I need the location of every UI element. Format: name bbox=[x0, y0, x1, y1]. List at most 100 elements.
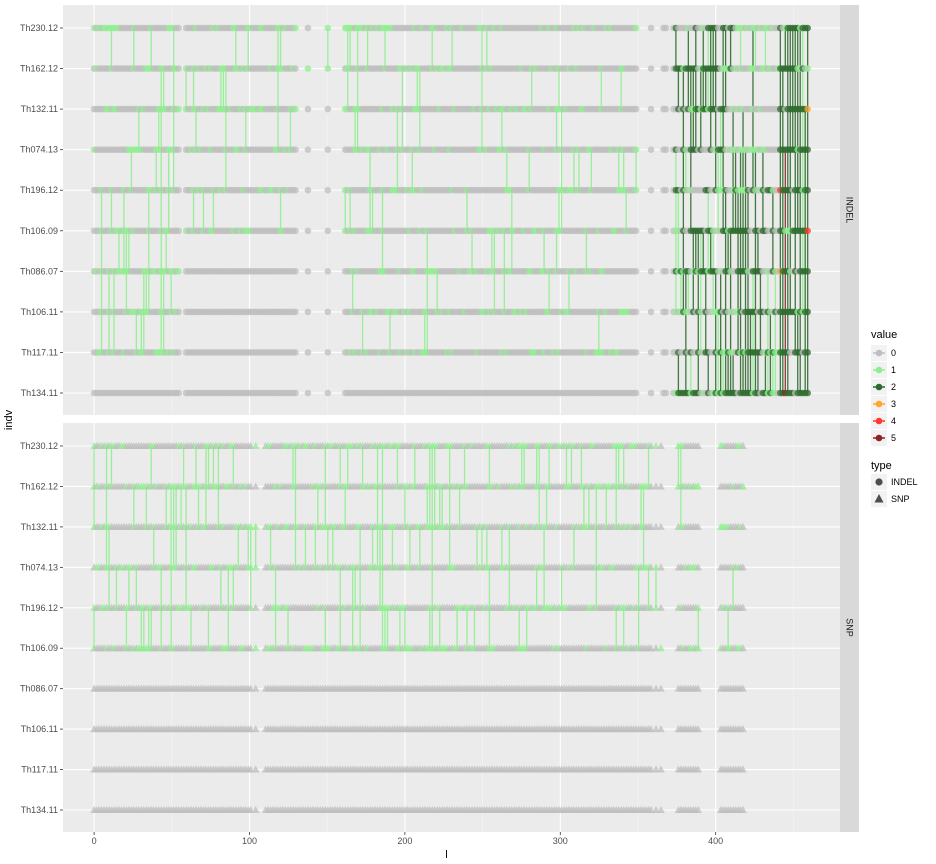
genotype-point bbox=[324, 349, 332, 356]
genotype-point bbox=[632, 268, 640, 275]
genotype-point bbox=[647, 227, 655, 235]
y-tick-label: Th086.07 bbox=[20, 266, 58, 276]
genotype-point bbox=[246, 563, 255, 571]
genotype-point bbox=[251, 644, 260, 652]
genotype-point bbox=[304, 65, 312, 72]
genotype-point bbox=[662, 65, 670, 72]
genotype-point bbox=[632, 349, 640, 356]
genotype-point bbox=[662, 268, 670, 275]
genotype-point bbox=[632, 389, 640, 397]
genotype-point bbox=[304, 268, 312, 275]
genotype-point bbox=[304, 227, 312, 235]
genotype-point bbox=[175, 24, 182, 32]
genotype-point bbox=[304, 146, 312, 153]
genotype-point bbox=[662, 24, 670, 32]
genotype-point bbox=[324, 65, 332, 72]
genotype-point bbox=[804, 146, 811, 153]
genotype-point bbox=[324, 389, 332, 397]
genotype-point bbox=[324, 227, 332, 235]
genotype-point bbox=[304, 186, 312, 194]
genotype-point bbox=[292, 186, 299, 194]
genotype-point bbox=[324, 146, 332, 153]
genotype-point bbox=[804, 105, 811, 113]
genotype-point bbox=[304, 389, 312, 397]
genotype-point bbox=[647, 65, 655, 72]
genotype-point bbox=[647, 146, 655, 153]
genotype-point bbox=[632, 227, 640, 235]
genotype-point bbox=[632, 105, 640, 113]
genotype-point bbox=[662, 349, 670, 356]
genotype-point bbox=[175, 268, 182, 275]
genotype-point bbox=[632, 146, 640, 153]
genotype-point bbox=[246, 442, 255, 449]
genotype-point bbox=[804, 227, 811, 235]
genotype-point bbox=[251, 684, 260, 692]
y-tick-label: Th117.11 bbox=[21, 347, 58, 357]
genotype-point bbox=[246, 603, 255, 611]
genotype-point bbox=[175, 389, 182, 397]
genotype-point bbox=[647, 349, 655, 356]
genotype-points bbox=[90, 442, 747, 813]
genotype-points bbox=[90, 24, 811, 397]
genotype-point bbox=[647, 105, 655, 113]
genotype-point bbox=[804, 389, 811, 397]
y-tick-label: Th074.13 bbox=[20, 145, 58, 155]
y-tick-label: Th134.11 bbox=[21, 388, 58, 398]
genotype-point bbox=[251, 563, 260, 571]
genotype-point bbox=[292, 227, 299, 235]
genotype-point bbox=[647, 389, 655, 397]
genotype-point bbox=[662, 389, 670, 397]
genotype-point bbox=[251, 806, 260, 813]
genotype-point bbox=[292, 105, 299, 113]
genotype-point bbox=[175, 186, 182, 194]
genotype-point bbox=[632, 308, 640, 316]
genotype-point bbox=[246, 765, 255, 773]
genotype-point bbox=[662, 227, 670, 235]
genotype-point bbox=[632, 186, 640, 194]
facet-snp: Th134.11Th117.11Th106.11Th086.07Th106.09… bbox=[20, 423, 859, 832]
genotype-point bbox=[324, 105, 332, 113]
genotype-point bbox=[662, 308, 670, 316]
panel-background bbox=[63, 423, 840, 832]
genotype-point bbox=[804, 65, 811, 72]
genotype-point bbox=[251, 522, 260, 530]
genotype-point bbox=[251, 603, 260, 611]
genotype-point bbox=[251, 725, 260, 733]
genotype-point bbox=[632, 24, 640, 32]
genotype-point bbox=[304, 308, 312, 316]
genotype-point bbox=[324, 268, 332, 275]
y-tick-label: Th106.09 bbox=[20, 226, 58, 236]
genotype-point bbox=[246, 725, 255, 733]
genotype-point bbox=[251, 442, 260, 449]
genotype-point bbox=[324, 308, 332, 316]
genotype-point bbox=[662, 146, 670, 153]
genotype-point bbox=[246, 684, 255, 692]
genotype-point bbox=[292, 65, 299, 72]
genotype-point bbox=[175, 105, 182, 113]
genotype-point bbox=[175, 349, 182, 356]
facet-strip bbox=[840, 5, 859, 415]
genotype-point bbox=[251, 765, 260, 773]
genotype-point bbox=[632, 65, 640, 72]
genotype-point bbox=[251, 482, 260, 490]
genotype-point bbox=[246, 644, 255, 652]
genotype-point bbox=[292, 389, 299, 397]
genotype-point bbox=[292, 24, 299, 32]
genotype-point bbox=[662, 186, 670, 194]
y-tick-label: Th132.11 bbox=[21, 104, 58, 114]
genotype-point bbox=[647, 268, 655, 275]
genotype-point bbox=[175, 308, 182, 316]
y-tick-label: Th162.12 bbox=[20, 64, 58, 74]
genotype-point bbox=[324, 24, 332, 32]
genotype-point bbox=[804, 349, 811, 356]
genotype-point bbox=[324, 186, 332, 194]
genotype-point bbox=[246, 522, 255, 530]
genotype-point bbox=[662, 105, 670, 113]
facet-indel: Th134.11Th117.11Th106.11Th086.07Th106.09… bbox=[20, 5, 859, 415]
genotype-point bbox=[292, 268, 299, 275]
genotype-point bbox=[304, 24, 312, 32]
genotype-point bbox=[175, 65, 182, 72]
genotype-point bbox=[292, 308, 299, 316]
genotype-point bbox=[246, 806, 255, 813]
